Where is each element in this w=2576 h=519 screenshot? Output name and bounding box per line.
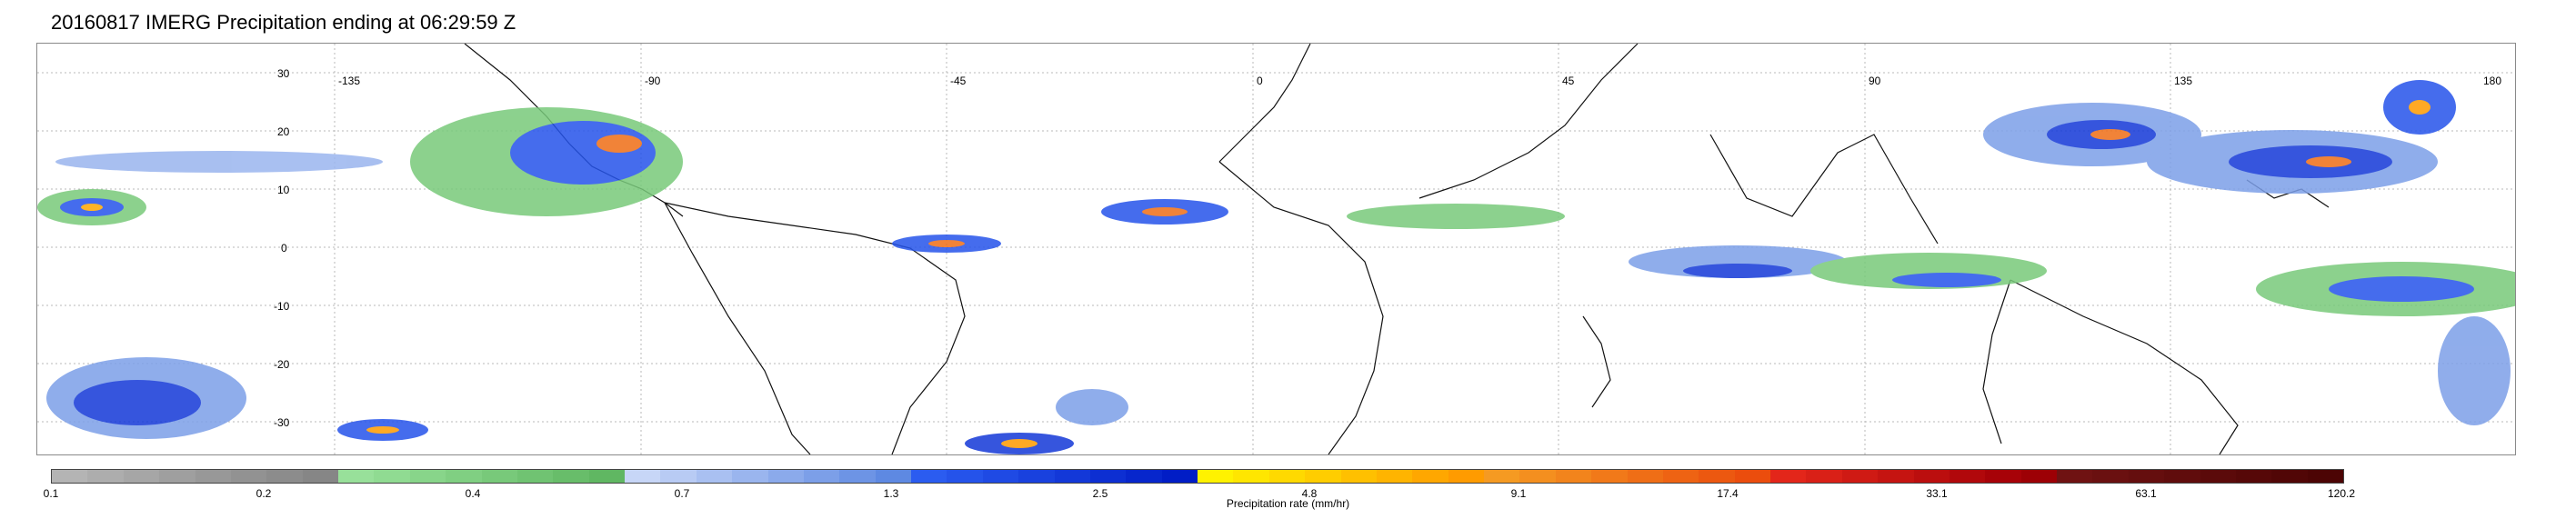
colorbar-segment bbox=[516, 470, 554, 483]
colorbar-tick-3: 0.7 bbox=[674, 487, 690, 500]
lon-label-minus90: -90 bbox=[645, 75, 661, 87]
colorbar-segment bbox=[875, 470, 911, 483]
lat-label-20: 20 bbox=[277, 125, 290, 138]
colorbar-segment bbox=[553, 470, 589, 483]
colorbar-segment bbox=[2164, 470, 2200, 483]
colorbar-segment bbox=[2128, 470, 2165, 483]
colorbar-segment bbox=[911, 470, 947, 483]
colorbar-segment bbox=[1734, 470, 1770, 483]
lat-label-minus10: -10 bbox=[274, 300, 290, 313]
colorbar-segment bbox=[52, 470, 88, 483]
map-canvas bbox=[37, 44, 2515, 454]
lat-label-30: 30 bbox=[277, 67, 290, 80]
colorbar-segment bbox=[2307, 470, 2343, 483]
precipitation-map: 30 20 10 0 -10 -20 -30 -135 -90 -45 0 45… bbox=[36, 43, 2516, 455]
colorbar-segment bbox=[481, 470, 517, 483]
colorbar-segment bbox=[230, 470, 267, 483]
colorbar-segment bbox=[1484, 470, 1520, 483]
colorbar-segment bbox=[1126, 470, 1162, 483]
lon-label-45: 45 bbox=[1562, 75, 1575, 87]
colorbar-segment bbox=[409, 470, 446, 483]
colorbar-title: Precipitation rate (mm/hr) bbox=[1226, 497, 1350, 510]
colorbar-segment bbox=[1305, 470, 1341, 483]
colorbar-segment bbox=[1198, 470, 1234, 483]
colorbar-tick-8: 17.4 bbox=[1717, 487, 1739, 500]
colorbar-segment bbox=[1054, 470, 1090, 483]
lat-label-minus20: -20 bbox=[274, 358, 290, 371]
colorbar-tick-9: 33.1 bbox=[1926, 487, 1948, 500]
colorbar-segment bbox=[2020, 470, 2057, 483]
colorbar-segment bbox=[1627, 470, 1663, 483]
lon-label-minus135: -135 bbox=[338, 75, 361, 87]
colorbar-segment bbox=[839, 470, 876, 483]
colorbar-segment bbox=[1519, 470, 1556, 483]
colorbar-segment bbox=[982, 470, 1019, 483]
colorbar-tick-6: 4.8 bbox=[1301, 487, 1318, 500]
colorbar-segment bbox=[1770, 470, 1807, 483]
colorbar-segment bbox=[87, 470, 124, 483]
map-title: 20160817 IMERG Precipitation ending at 0… bbox=[51, 11, 516, 34]
colorbar-segment bbox=[2235, 470, 2272, 483]
colorbar-tick-2: 0.4 bbox=[465, 487, 481, 500]
colorbar-segment bbox=[588, 470, 625, 483]
colorbar-segment bbox=[338, 470, 375, 483]
colorbar-segment bbox=[803, 470, 840, 483]
colorbar-segment bbox=[1233, 470, 1269, 483]
colorbar-segment bbox=[1161, 470, 1198, 483]
lon-label-minus45: -45 bbox=[950, 75, 967, 87]
colorbar-tick-10: 63.1 bbox=[2135, 487, 2157, 500]
colorbar-tick-11: 120.2 bbox=[2327, 487, 2356, 500]
lon-label-90: 90 bbox=[1869, 75, 1881, 87]
lat-label-10: 10 bbox=[277, 184, 290, 196]
colorbar-segment bbox=[696, 470, 733, 483]
colorbar-segment bbox=[732, 470, 768, 483]
colorbar-segment bbox=[374, 470, 410, 483]
colorbar-segment bbox=[1806, 470, 1842, 483]
colorbar-segment bbox=[1340, 470, 1377, 483]
colorbar-segment bbox=[947, 470, 983, 483]
colorbar-segment bbox=[2057, 470, 2093, 483]
colorbar-segment bbox=[1913, 470, 1950, 483]
colorbar-segment bbox=[123, 470, 160, 483]
lat-label-minus30: -30 bbox=[274, 416, 290, 429]
colorbar-tick-5: 2.5 bbox=[1092, 487, 1108, 500]
colorbar-segment bbox=[2271, 470, 2308, 483]
lon-label-0: 0 bbox=[1257, 75, 1263, 87]
precipitation-colorbar bbox=[51, 469, 2344, 484]
colorbar-segment bbox=[1591, 470, 1628, 483]
colorbar-segment bbox=[1949, 470, 1986, 483]
colorbar-segment bbox=[302, 470, 338, 483]
colorbar-tick-7: 9.1 bbox=[1510, 487, 1527, 500]
precipitation-field bbox=[37, 80, 2515, 454]
colorbar-segment bbox=[625, 470, 661, 483]
colorbar-segment bbox=[2200, 470, 2236, 483]
colorbar-segment bbox=[1268, 470, 1306, 483]
colorbar-segment bbox=[195, 470, 231, 483]
colorbar-segment bbox=[1412, 470, 1448, 483]
colorbar-segment bbox=[159, 470, 195, 483]
colorbar-segment bbox=[266, 470, 303, 483]
colorbar-tick-1: 0.2 bbox=[256, 487, 272, 500]
colorbar-segment bbox=[660, 470, 697, 483]
graticule bbox=[37, 44, 2515, 454]
colorbar-segment bbox=[1878, 470, 1914, 483]
colorbar-segment bbox=[1985, 470, 2021, 483]
colorbar-segment bbox=[1662, 470, 1699, 483]
colorbar-segment bbox=[1376, 470, 1413, 483]
colorbar-tick-0: 0.1 bbox=[43, 487, 59, 500]
colorbar-segment bbox=[2092, 470, 2129, 483]
colorbar-segment bbox=[1555, 470, 1592, 483]
colorbar-segment bbox=[1018, 470, 1055, 483]
colorbar-segment bbox=[1699, 470, 1735, 483]
lon-label-135: 135 bbox=[2174, 75, 2193, 87]
colorbar-segment bbox=[1448, 470, 1484, 483]
lon-label-180: 180 bbox=[2483, 75, 2502, 87]
colorbar-segment bbox=[767, 470, 804, 483]
colorbar-segment bbox=[446, 470, 482, 483]
lat-label-0: 0 bbox=[281, 242, 287, 255]
colorbar-segment bbox=[1089, 470, 1127, 483]
colorbar-segment bbox=[1841, 470, 1879, 483]
colorbar-tick-4: 1.3 bbox=[883, 487, 899, 500]
coastlines bbox=[464, 44, 2330, 454]
